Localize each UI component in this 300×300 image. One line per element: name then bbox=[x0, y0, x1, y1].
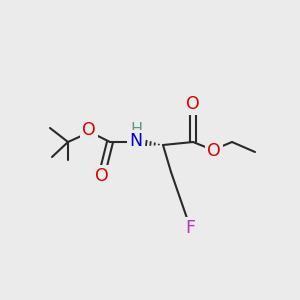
Text: O: O bbox=[186, 95, 200, 113]
Text: O: O bbox=[207, 142, 221, 160]
Text: N: N bbox=[129, 132, 142, 150]
Text: H: H bbox=[130, 122, 142, 136]
Text: F: F bbox=[185, 219, 195, 237]
Text: O: O bbox=[95, 167, 109, 185]
Text: O: O bbox=[82, 121, 96, 139]
